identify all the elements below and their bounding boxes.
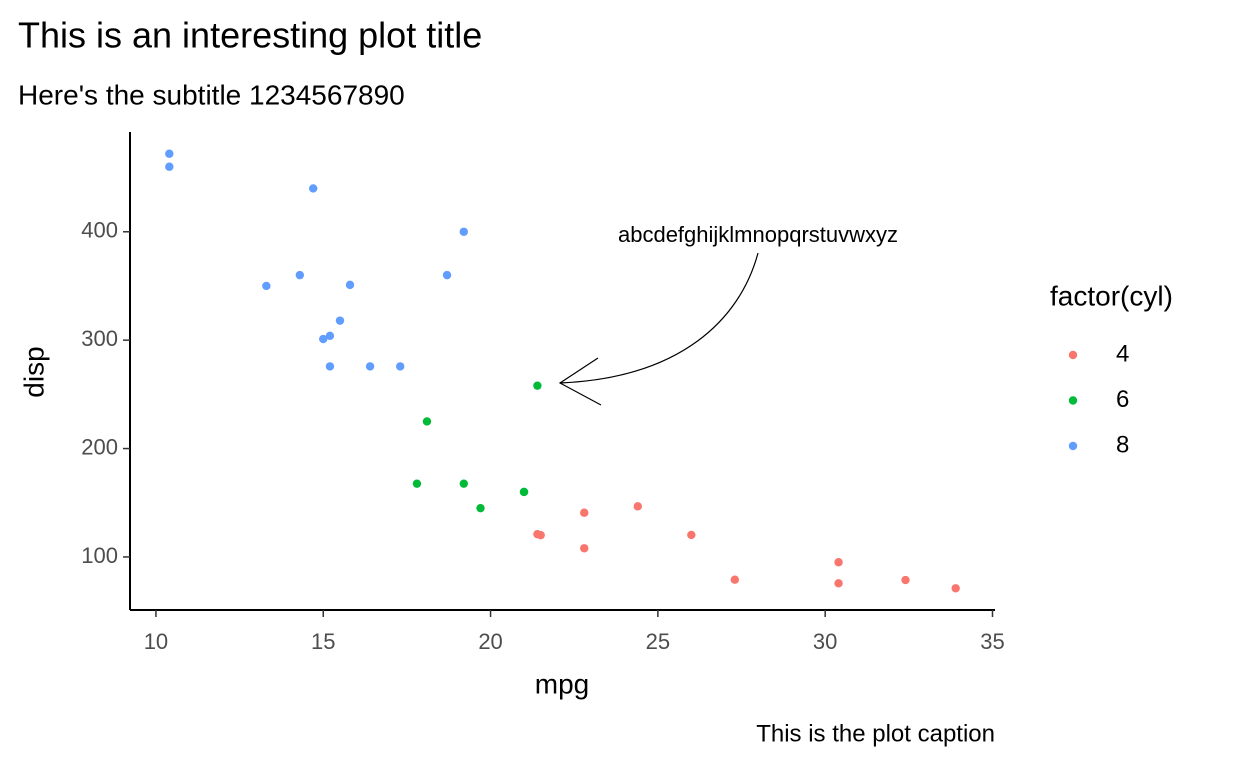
point bbox=[319, 334, 328, 344]
point bbox=[459, 479, 468, 488]
y-tick-label: 300 bbox=[81, 326, 118, 351]
point bbox=[687, 530, 696, 540]
point bbox=[325, 362, 335, 371]
point bbox=[519, 487, 529, 497]
legend-key bbox=[1068, 441, 1078, 451]
point bbox=[533, 529, 542, 539]
legend-label: 8 bbox=[1116, 431, 1129, 458]
caption: This is the plot caption bbox=[756, 720, 995, 747]
point bbox=[476, 503, 485, 513]
point bbox=[309, 184, 318, 193]
y-tick-label: 200 bbox=[81, 434, 118, 459]
point bbox=[580, 544, 589, 553]
point bbox=[396, 362, 405, 371]
point bbox=[335, 316, 345, 325]
point bbox=[345, 280, 355, 290]
point bbox=[442, 270, 452, 280]
point bbox=[365, 362, 375, 371]
point bbox=[834, 579, 843, 588]
point bbox=[262, 281, 271, 291]
annotation-arrow bbox=[559, 252, 759, 384]
x-tick-label: 25 bbox=[646, 629, 670, 654]
legend-title: factor(cyl) bbox=[1050, 280, 1173, 311]
point bbox=[901, 575, 910, 585]
point bbox=[533, 381, 542, 390]
point bbox=[422, 417, 432, 426]
chart-subtitle: Here's the subtitle 1234567890 bbox=[18, 79, 405, 110]
annotation: abcdefghijklmnopqrstuvwxyz bbox=[618, 222, 898, 247]
point bbox=[580, 508, 589, 517]
x-tick-label: 20 bbox=[478, 629, 502, 654]
point bbox=[951, 584, 960, 593]
point bbox=[165, 149, 174, 158]
point bbox=[165, 162, 174, 171]
arrow-head bbox=[558, 357, 602, 406]
point bbox=[295, 270, 305, 280]
legend-label: 4 bbox=[1116, 340, 1129, 367]
x-tick-label: 35 bbox=[980, 629, 1004, 654]
x-tick-label: 15 bbox=[311, 629, 335, 654]
y-axis-title: disp bbox=[18, 346, 49, 397]
point bbox=[412, 479, 422, 488]
y-tick-label: 100 bbox=[81, 543, 118, 568]
point bbox=[730, 575, 740, 584]
point bbox=[633, 502, 642, 511]
legend-label: 6 bbox=[1116, 386, 1129, 413]
y-tick-label: 400 bbox=[81, 218, 118, 243]
x-axis-title: mpg bbox=[535, 668, 589, 699]
legend-key bbox=[1068, 396, 1078, 405]
x-tick-label: 30 bbox=[813, 629, 837, 654]
point bbox=[325, 331, 335, 341]
chart-title: This is an interesting plot title bbox=[18, 15, 482, 56]
legend-key bbox=[1068, 350, 1078, 360]
point bbox=[834, 558, 843, 567]
x-tick-label: 10 bbox=[144, 629, 168, 654]
point bbox=[459, 227, 468, 236]
